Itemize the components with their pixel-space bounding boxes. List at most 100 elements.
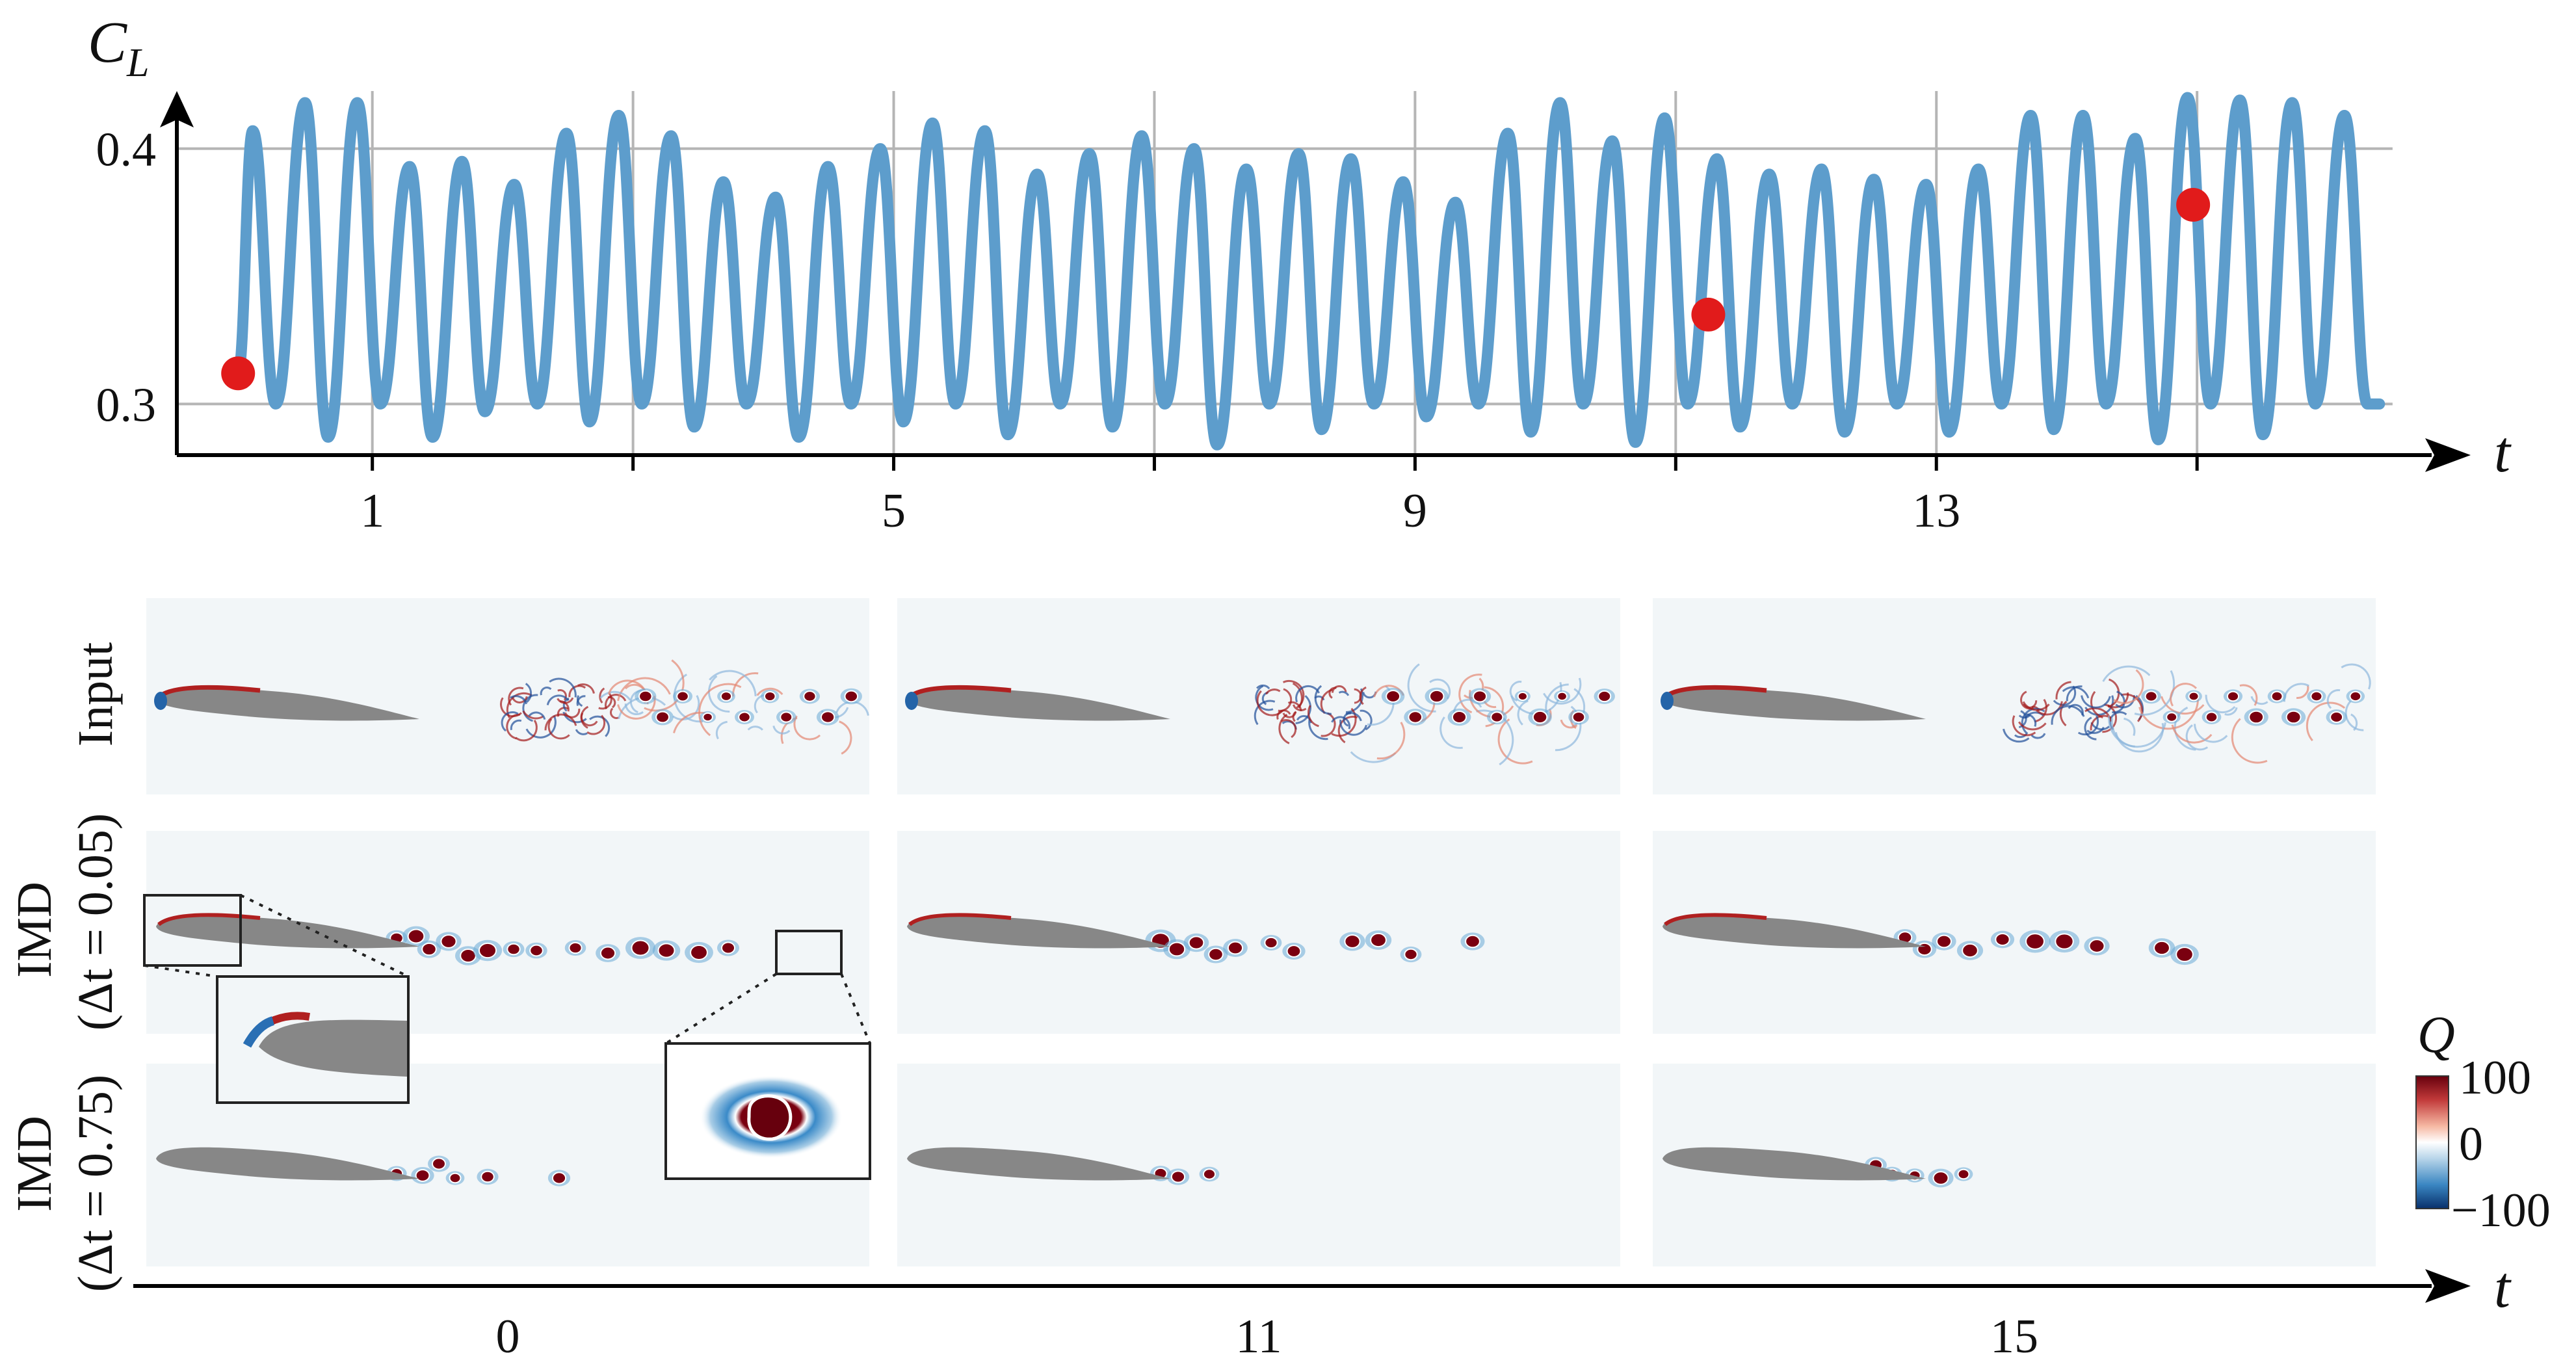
vorticity-arc	[1343, 712, 1352, 727]
vorticity-arc	[1560, 719, 1578, 729]
vorticity-arc	[2350, 713, 2358, 731]
vorticity-arc	[624, 703, 644, 715]
vorticity-arc	[2193, 724, 2228, 743]
vortex-core	[529, 944, 544, 957]
snapshot-time-0: 0	[496, 1310, 520, 1363]
vortex-core	[1597, 690, 1612, 703]
snapshot-marker	[2176, 188, 2211, 222]
vorticity-arc	[2031, 733, 2046, 739]
vortex-core	[803, 690, 817, 702]
vorticity-arc	[1282, 711, 1297, 718]
leading-edge-vorticity	[1663, 685, 1767, 699]
vorticity-arc	[2306, 702, 2346, 742]
vortex-core	[2055, 933, 2074, 950]
row-label-input: Input	[68, 642, 123, 746]
vorticity-arc	[2110, 718, 2135, 748]
vortex-core	[1936, 934, 1952, 949]
wake-vortices	[386, 926, 740, 965]
vorticity-arc	[1338, 690, 1350, 696]
vorticity-arc	[598, 693, 612, 710]
vorticity-arc	[1278, 713, 1290, 744]
vorticity-arc	[1339, 719, 1368, 736]
vortex-core	[1557, 691, 1568, 702]
axes: CL t	[88, 10, 2512, 484]
vortex-core	[568, 941, 583, 954]
vorticity-arc	[511, 696, 528, 703]
vorticity-arc	[1407, 663, 1436, 713]
vorticity-arc	[557, 697, 574, 704]
vortex-core	[480, 1170, 495, 1183]
vorticity-arc	[1509, 681, 1522, 702]
airfoil	[1663, 915, 1926, 949]
vorticity-arc	[2053, 685, 2077, 706]
vorticity-arc	[2034, 698, 2047, 723]
colorbar: Q 100 0 −100	[2415, 1006, 2551, 1237]
bottom-axis-label: t	[2494, 1255, 2512, 1320]
vorticity-arc	[1295, 685, 1321, 703]
vortex-core	[702, 712, 713, 722]
vorticity-arc	[605, 694, 627, 710]
vorticity-arc	[715, 720, 728, 740]
vorticity-arc	[508, 687, 524, 706]
cl-series-line	[232, 92, 2385, 451]
vorticity-arc	[2171, 724, 2213, 744]
vortex-core	[2153, 940, 2170, 956]
vorticity-arc	[617, 696, 656, 720]
vorticity-arc	[2051, 705, 2085, 725]
vorticity-arc	[510, 695, 528, 705]
vorticity-arc	[1265, 689, 1281, 695]
vorticity-arc	[2114, 722, 2164, 753]
tick-labels: 1 5 9 13 0.3 0.4	[96, 124, 1961, 538]
vortex-core	[1188, 936, 1205, 950]
vortex-core	[1170, 1170, 1186, 1183]
vorticity-arc	[2115, 695, 2135, 709]
colorbar-title: Q	[2417, 1006, 2455, 1064]
vorticity-arc	[1331, 685, 1347, 693]
vortex-core	[780, 711, 793, 723]
vortex-core	[844, 690, 859, 703]
snapshot-time-11: 11	[1235, 1310, 1281, 1363]
vorticity-arc	[2084, 716, 2097, 741]
vorticity-arc	[756, 687, 783, 696]
vorticity-arc	[1543, 677, 1582, 705]
vortex-core	[599, 946, 616, 960]
vorticity-arc	[2022, 701, 2050, 711]
airfoil	[907, 687, 1170, 721]
vortex-core	[2310, 690, 2323, 702]
airfoil	[907, 1147, 1170, 1181]
vortex-core	[1957, 1168, 1970, 1180]
vortex-core	[2349, 690, 2362, 702]
vorticity-arc	[1429, 678, 1451, 700]
vortex-core	[720, 691, 733, 702]
vorticity-arc	[709, 670, 757, 697]
vorticity-arc	[2077, 715, 2099, 736]
x-axis-label: t	[2494, 420, 2512, 484]
x-tick-label: 5	[882, 484, 906, 538]
snapshot-marker	[1691, 297, 1726, 332]
vorticity-arc	[1476, 709, 1514, 766]
vorticity-arc	[1292, 682, 1303, 709]
leading-edge-vorticity	[1664, 913, 1767, 926]
vortex-core	[655, 711, 670, 724]
x-axis-arrow	[2425, 438, 2471, 472]
vorticity-arc	[599, 690, 631, 701]
y-axis-arrow	[160, 91, 194, 127]
vortex-core	[1932, 1171, 1949, 1185]
vorticity-arc	[1293, 704, 1307, 711]
vortex-core	[821, 711, 835, 724]
panel-imd005-t0	[146, 831, 869, 1034]
leading-edge-blue	[905, 692, 918, 710]
vortex-core	[1408, 711, 1423, 724]
vorticity-arc	[2018, 710, 2027, 728]
vorticity-arc	[2066, 685, 2083, 702]
panel-imd005-t11	[897, 831, 1620, 1034]
vortex-core	[415, 1169, 430, 1182]
vorticity-arc	[540, 687, 552, 696]
leading-edge-vorticity	[157, 913, 261, 926]
vorticity-arc	[1321, 712, 1336, 737]
vortex-core	[421, 942, 437, 956]
vorticity-arc	[1439, 716, 1463, 749]
wake-vortices	[1145, 929, 1485, 964]
colorbar-gradient	[2415, 1075, 2449, 1209]
